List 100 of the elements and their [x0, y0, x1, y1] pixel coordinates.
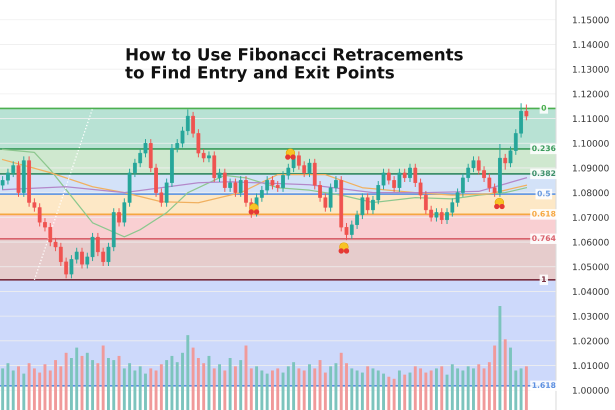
bar	[509, 348, 512, 410]
bar	[244, 346, 248, 410]
candlestick	[222, 168, 227, 192]
y-tick-label: 1.10000	[572, 140, 609, 147]
line-series	[2, 158, 527, 204]
bar	[255, 366, 258, 410]
candlestick	[366, 193, 370, 214]
bar	[266, 374, 269, 410]
candlestick	[402, 168, 407, 182]
text: How to Use Fibonacci Retracements to Find Entry and Exit Points	[125, 48, 463, 82]
bar	[434, 368, 438, 410]
y-tick-label: 1.05000	[572, 263, 609, 270]
bar	[260, 370, 264, 410]
bar	[64, 352, 68, 410]
candlestick	[398, 168, 402, 192]
candlestick	[117, 208, 121, 226]
candlestick	[434, 208, 438, 222]
candlestick	[212, 151, 216, 182]
y-tick-label: 1.02000	[572, 338, 609, 344]
bar	[419, 368, 422, 410]
candlestick	[408, 164, 412, 182]
y-tick-label: 1.14000	[572, 41, 609, 48]
candlestick	[503, 154, 508, 170]
bar	[44, 364, 46, 410]
bar	[292, 362, 296, 410]
bar	[54, 360, 57, 410]
bar	[318, 360, 322, 410]
bar	[208, 356, 210, 410]
bar	[408, 372, 412, 410]
bar	[122, 368, 126, 410]
bar	[196, 358, 200, 410]
bar	[91, 360, 94, 410]
bar	[118, 356, 120, 410]
bar	[138, 366, 142, 410]
bar	[366, 366, 370, 410]
candlestick	[440, 208, 444, 224]
bar	[488, 362, 491, 410]
bar	[128, 363, 132, 410]
candlestick	[207, 151, 211, 162]
bar	[297, 368, 300, 410]
bar	[493, 346, 496, 410]
y-tick-label: 1.09000	[572, 164, 609, 172]
y-tick-label: 1.03000	[572, 312, 609, 320]
bar	[165, 360, 168, 410]
bar	[96, 363, 100, 410]
candlestick	[524, 104, 528, 120]
bar	[382, 374, 385, 410]
bar	[160, 364, 163, 410]
candlestick	[80, 248, 84, 268]
bar	[456, 368, 460, 410]
bar	[403, 374, 406, 410]
bar	[324, 372, 327, 410]
bar	[106, 358, 110, 410]
bar	[59, 366, 62, 410]
y-tick-label: 1.11000	[572, 115, 609, 122]
bar	[223, 370, 226, 410]
y-tick-label: 1.08000	[572, 189, 609, 196]
bar	[192, 348, 195, 410]
y-tick-label: 1.04000	[572, 288, 609, 296]
bar	[450, 364, 454, 410]
bar	[466, 366, 470, 410]
bar	[350, 368, 354, 410]
bar	[302, 370, 306, 410]
bar	[202, 363, 206, 410]
bar	[218, 364, 221, 410]
bar	[144, 374, 147, 410]
bar	[524, 366, 528, 410]
bar	[102, 346, 105, 410]
bar	[356, 370, 359, 410]
bar	[186, 335, 190, 410]
bar	[472, 368, 475, 410]
y-tick-label: 1.06000	[572, 238, 609, 246]
y-tick-label: 1.12000	[572, 90, 609, 98]
bar	[228, 358, 232, 410]
bar	[387, 376, 390, 410]
bar	[498, 306, 502, 410]
bar	[424, 372, 428, 410]
y-tick-label: 1.01000	[572, 362, 609, 370]
bar	[334, 363, 338, 410]
bar	[22, 374, 26, 410]
bar	[154, 370, 158, 410]
bar	[282, 372, 284, 410]
bar	[38, 372, 42, 410]
bar	[392, 378, 396, 410]
line-series	[2, 177, 527, 194]
y-tick-label: 1.13000	[572, 66, 609, 73]
bar	[133, 370, 136, 410]
candlestick	[218, 168, 222, 182]
bar	[181, 352, 184, 410]
bar	[430, 370, 433, 410]
bar	[28, 363, 31, 410]
candlestick	[234, 178, 238, 197]
bar	[345, 363, 348, 410]
bar	[482, 368, 486, 410]
bar	[270, 370, 274, 410]
y-tick-label: 1.07000	[572, 214, 609, 221]
bar	[239, 360, 242, 410]
bar	[1, 368, 4, 410]
bar	[6, 363, 10, 410]
bar	[80, 356, 84, 410]
